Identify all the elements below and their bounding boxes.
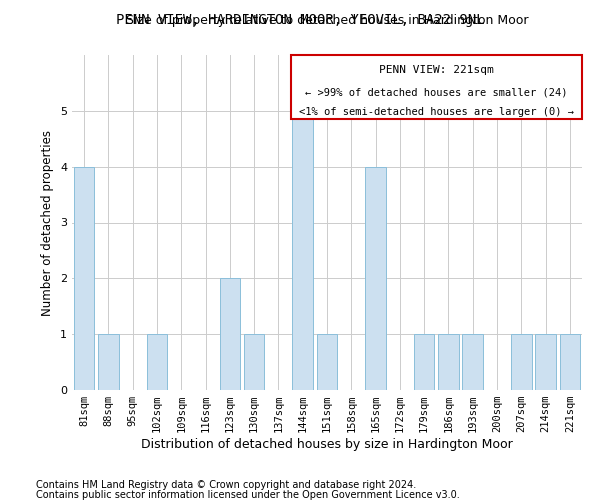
Text: <1% of semi-detached houses are larger (0) →: <1% of semi-detached houses are larger (…	[299, 108, 574, 118]
Text: ← >99% of detached houses are smaller (24): ← >99% of detached houses are smaller (2…	[305, 88, 568, 98]
Bar	[98, 334, 119, 390]
Text: PENN VIEW, HARDINGTON MOOR, YEOVIL, BA22 9NL: PENN VIEW, HARDINGTON MOOR, YEOVIL, BA22…	[116, 12, 484, 26]
Bar	[365, 166, 386, 390]
Bar	[535, 334, 556, 390]
X-axis label: Distribution of detached houses by size in Hardington Moor: Distribution of detached houses by size …	[141, 438, 513, 451]
Bar	[292, 111, 313, 390]
Bar	[414, 334, 434, 390]
Text: PENN VIEW: 221sqm: PENN VIEW: 221sqm	[379, 65, 494, 75]
Text: Contains HM Land Registry data © Crown copyright and database right 2024.: Contains HM Land Registry data © Crown c…	[36, 480, 416, 490]
Title: Size of property relative to detached houses in Hardington Moor: Size of property relative to detached ho…	[126, 14, 528, 28]
Bar	[290, 55, 582, 119]
Bar	[244, 334, 265, 390]
Bar	[463, 334, 483, 390]
Y-axis label: Number of detached properties: Number of detached properties	[41, 130, 55, 316]
Bar	[146, 334, 167, 390]
Bar	[511, 334, 532, 390]
Bar	[317, 334, 337, 390]
Bar	[220, 278, 240, 390]
Bar	[560, 334, 580, 390]
Bar	[438, 334, 459, 390]
Bar	[74, 166, 94, 390]
Text: Contains public sector information licensed under the Open Government Licence v3: Contains public sector information licen…	[36, 490, 460, 500]
